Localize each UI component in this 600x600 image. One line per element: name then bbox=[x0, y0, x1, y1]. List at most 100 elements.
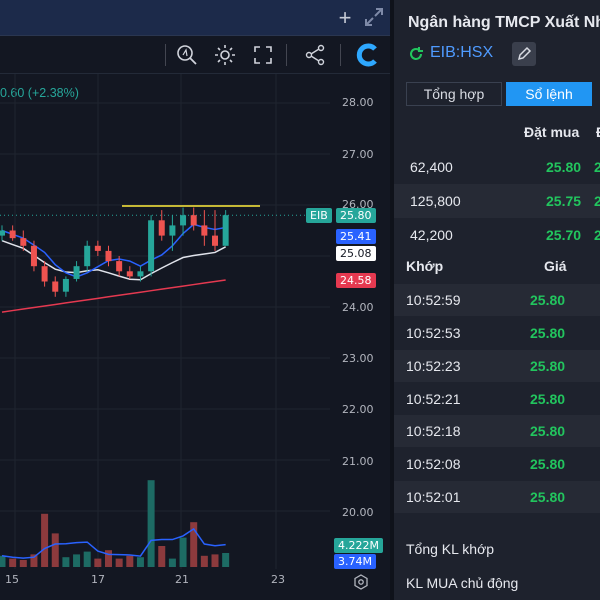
price-axis-label: 22.00 bbox=[342, 403, 374, 416]
date-axis-label: 21 bbox=[175, 573, 189, 586]
trade-price: 25.80 bbox=[530, 456, 566, 472]
trade-price: 25.80 bbox=[530, 391, 566, 407]
trade-price: 25.80 bbox=[530, 423, 566, 439]
candle-body bbox=[0, 230, 5, 236]
trades-header: Khớp Giá bbox=[394, 252, 600, 286]
brand-logo-icon[interactable] bbox=[355, 42, 381, 68]
trade-time: 10:52:23 bbox=[406, 358, 461, 374]
company-name: Ngân hàng TMCP Xuất Nh bbox=[408, 14, 600, 31]
bid-qty: 42,200 bbox=[410, 227, 453, 243]
volume-bar bbox=[41, 513, 49, 567]
settings-gear-icon[interactable] bbox=[212, 42, 238, 68]
volume-bar bbox=[158, 546, 166, 567]
volume-bar bbox=[222, 553, 230, 567]
date-axis-label: 17 bbox=[91, 573, 105, 586]
price-change-text: 0.60 (+2.38%) bbox=[0, 86, 79, 100]
candle-body bbox=[126, 271, 133, 277]
volume-bar bbox=[62, 557, 70, 567]
bid-row[interactable]: 125,800 25.75 2 bbox=[394, 184, 600, 218]
candle-body bbox=[169, 225, 176, 236]
price-axis-label: 28.00 bbox=[342, 96, 374, 109]
bid-price: 25.70 bbox=[546, 227, 582, 243]
summary-total-volume: Tổng KL khớp bbox=[394, 533, 600, 565]
trade-price-header: Giá bbox=[544, 258, 567, 274]
volume-tag: 4.222M bbox=[334, 538, 383, 553]
summary-label: KL MUA chủ động bbox=[406, 575, 519, 591]
axis-settings-icon[interactable] bbox=[352, 573, 370, 591]
volume-bar bbox=[190, 522, 198, 567]
volume-bar bbox=[168, 558, 176, 567]
toolbar-divider bbox=[165, 44, 166, 66]
ask-cell-partial: 2 bbox=[594, 227, 600, 243]
candle-body bbox=[62, 278, 69, 292]
add-icon[interactable]: + bbox=[338, 5, 352, 30]
ma-blue-tag: 25.41 bbox=[336, 229, 376, 244]
volume-bar bbox=[179, 537, 187, 567]
candle-body bbox=[190, 215, 197, 226]
ma-red-tag: 24.58 bbox=[336, 273, 376, 288]
chart-window-bar: + bbox=[0, 0, 390, 36]
ask-header-partial: Đ bbox=[596, 124, 600, 140]
price-axis-label: 24.00 bbox=[342, 301, 374, 314]
last-price-tag: 25.80 bbox=[336, 208, 376, 223]
volume-ma-tag: 3.74M bbox=[334, 554, 376, 569]
ma-white-tag: 25.08 bbox=[336, 246, 376, 261]
volume-bar bbox=[51, 533, 59, 567]
trade-time: 10:52:59 bbox=[406, 292, 461, 308]
trade-time: 10:52:18 bbox=[406, 423, 461, 439]
volume-bar bbox=[200, 555, 208, 567]
share-icon[interactable] bbox=[302, 42, 328, 68]
trade-time: 10:52:21 bbox=[406, 391, 461, 407]
candle-body bbox=[52, 281, 59, 292]
candle-body bbox=[105, 250, 112, 262]
summary-label: Tổng KL khớp bbox=[406, 541, 495, 557]
volume-bar bbox=[115, 558, 123, 567]
tab-summary[interactable]: Tổng hợp bbox=[406, 82, 502, 106]
trade-price: 25.80 bbox=[530, 325, 566, 341]
bid-qty: 125,800 bbox=[410, 193, 461, 209]
trade-time: 10:52:08 bbox=[406, 456, 461, 472]
tab-order-book[interactable]: Sổ lệnh bbox=[506, 82, 592, 106]
candle-body bbox=[158, 220, 165, 236]
chart-toolbar bbox=[0, 36, 390, 74]
bid-row[interactable]: 42,200 25.70 2 bbox=[394, 218, 600, 252]
bid-qty: 62,400 bbox=[410, 159, 453, 175]
trade-row: 10:52:18 25.80 bbox=[394, 415, 600, 447]
bid-price: 25.80 bbox=[546, 159, 582, 175]
quick-search-icon[interactable] bbox=[174, 42, 200, 68]
edit-symbol-button[interactable] bbox=[512, 42, 536, 66]
candle-body bbox=[84, 245, 91, 267]
refresh-icon bbox=[410, 47, 423, 60]
candle-body bbox=[222, 215, 229, 246]
volume-bar bbox=[147, 480, 155, 567]
candle-body bbox=[201, 225, 208, 236]
fullscreen-icon[interactable] bbox=[250, 42, 276, 68]
candlestick-chart[interactable] bbox=[0, 74, 390, 600]
candle-body bbox=[73, 266, 80, 279]
panel-tabs: Tổng hợp Sổ lệnh bbox=[406, 82, 600, 106]
trade-time: 10:52:01 bbox=[406, 489, 461, 505]
trade-row: 10:52:08 25.80 bbox=[394, 448, 600, 480]
candle-body bbox=[41, 266, 48, 282]
order-book-panel: Ngân hàng TMCP Xuất Nh EIB:HSX Tổng hợp … bbox=[390, 0, 600, 600]
symbol-label[interactable]: EIB:HSX bbox=[430, 44, 494, 61]
bid-row[interactable]: 62,400 25.80 2 bbox=[394, 150, 600, 184]
volume-bar bbox=[73, 554, 81, 567]
candle-body bbox=[148, 220, 155, 272]
volume-bar bbox=[136, 557, 144, 567]
volume-bar bbox=[126, 555, 134, 567]
volume-bar bbox=[83, 551, 91, 567]
ask-cell-partial: 2 bbox=[594, 159, 600, 175]
expand-icon[interactable] bbox=[362, 6, 386, 30]
ma-blue-line bbox=[1, 223, 226, 278]
ask-cell-partial: 2 bbox=[594, 193, 600, 209]
volume-ma-line bbox=[1, 527, 226, 559]
toolbar-divider bbox=[286, 44, 287, 66]
volume-bar bbox=[9, 558, 17, 567]
toolbar-divider bbox=[340, 44, 341, 66]
pencil-icon bbox=[517, 46, 532, 61]
summary-active-buy: KL MUA chủ động bbox=[394, 567, 600, 599]
trade-time-header: Khớp bbox=[406, 258, 444, 274]
chart-panel: + 0.60 (+2.38%) bbox=[0, 0, 390, 600]
